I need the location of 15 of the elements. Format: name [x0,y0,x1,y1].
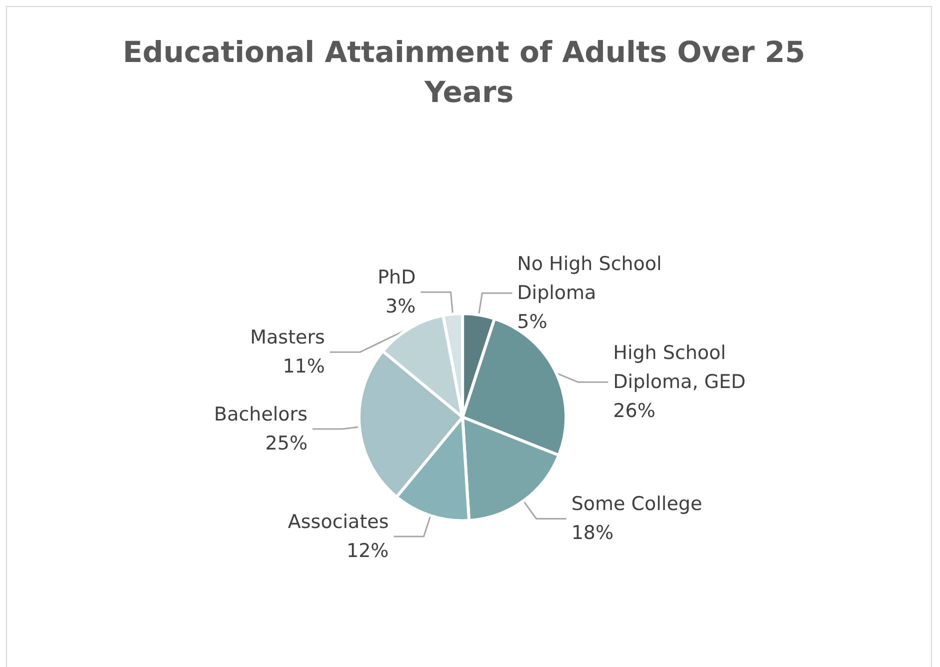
slice-label: Associates [288,511,389,534]
slice-label: No High School Diploma [517,253,668,304]
chart-title: Educational Attainment of Adults Over 25 Years [122,35,816,109]
data-label: 3% [386,296,416,318]
slice-label: PhD [378,266,416,289]
slice-label: Masters [250,326,325,349]
data-label: 25% [265,432,308,454]
slice-label: High School Diploma, GED [613,342,746,394]
data-label: 26% [613,400,656,422]
data-label: 5% [517,311,548,334]
data-label: 18% [571,522,614,544]
data-label: 12% [346,540,389,562]
data-label: 11% [282,356,325,378]
slice-label: Some College [571,493,702,516]
slice-label: Bachelors [214,403,308,426]
